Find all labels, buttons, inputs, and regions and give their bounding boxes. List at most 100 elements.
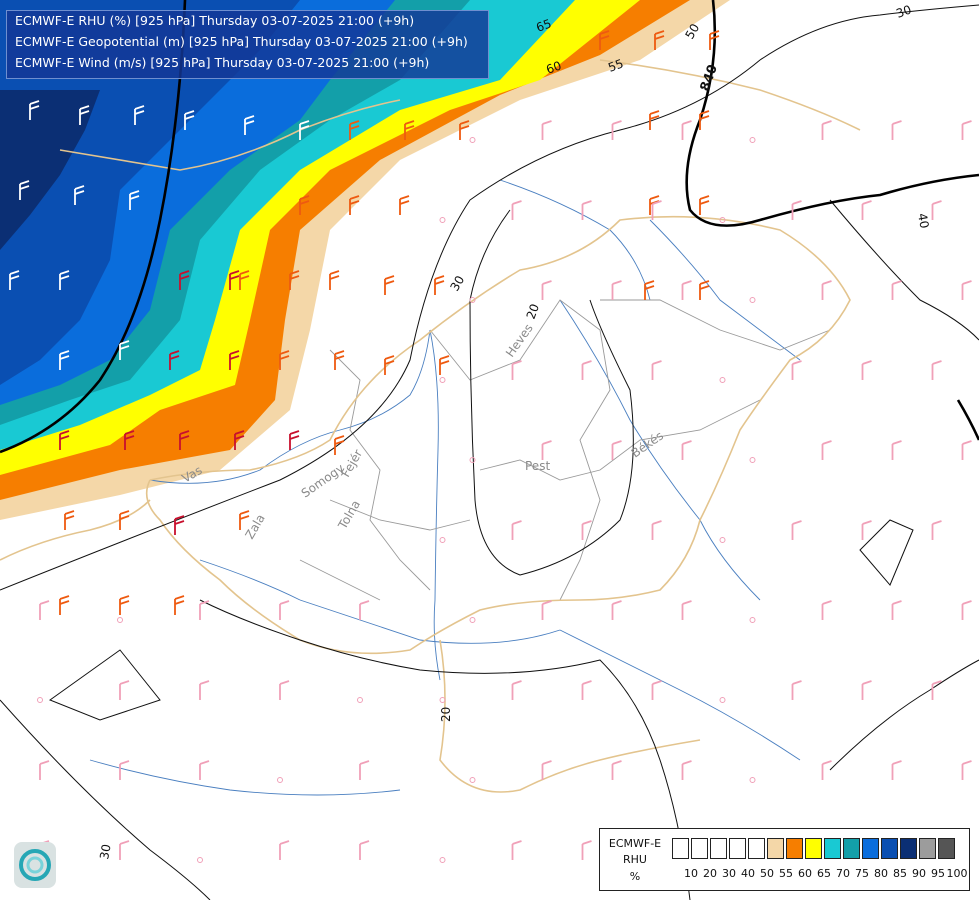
calm-wind-marker bbox=[749, 457, 756, 463]
legend-swatch bbox=[691, 838, 708, 859]
legend-swatch bbox=[748, 838, 765, 859]
legend-tick-label: 40 bbox=[741, 867, 755, 880]
contour-label: 55 bbox=[606, 56, 625, 74]
calm-wind-marker bbox=[439, 697, 446, 703]
calm-wind-marker bbox=[439, 217, 446, 223]
wind-barb bbox=[961, 280, 972, 300]
wind-barb bbox=[961, 600, 972, 620]
wind-barb bbox=[891, 600, 902, 620]
calm-wind-marker bbox=[469, 137, 476, 143]
wind-barb bbox=[459, 120, 470, 140]
legend-tick-label: 95 bbox=[931, 867, 945, 880]
wind-barb bbox=[74, 185, 85, 205]
wind-barb bbox=[791, 360, 802, 380]
wind-barb bbox=[239, 270, 250, 290]
wind-barb bbox=[399, 195, 410, 215]
legend-swatch bbox=[919, 838, 936, 859]
wind-barb bbox=[119, 680, 130, 700]
wind-barb bbox=[681, 440, 692, 460]
county-borders bbox=[299, 299, 831, 601]
calm-wind-marker bbox=[719, 217, 726, 223]
wind-barb bbox=[791, 520, 802, 540]
wind-barb bbox=[59, 595, 70, 615]
calm-wind-marker bbox=[749, 777, 756, 783]
legend-tick-label: 10 bbox=[684, 867, 698, 880]
wind-barb bbox=[299, 195, 310, 215]
wind-barb bbox=[39, 760, 50, 780]
wind-barb bbox=[541, 120, 552, 140]
legend-tick-label: 85 bbox=[893, 867, 907, 880]
region-label-fejer: Fejér bbox=[338, 447, 365, 479]
wind-barb bbox=[511, 360, 522, 380]
wind-barb bbox=[39, 600, 50, 620]
wind-barb bbox=[611, 120, 622, 140]
isohypse-contours bbox=[0, 4, 979, 900]
wind-barb bbox=[229, 350, 240, 370]
region-label-somogy: Somogy bbox=[299, 461, 347, 500]
wind-barb bbox=[59, 270, 70, 290]
wind-barb bbox=[119, 510, 130, 530]
wind-barb bbox=[681, 120, 692, 140]
wind-barb bbox=[644, 280, 655, 300]
calm-wind-marker bbox=[469, 297, 476, 303]
rivers bbox=[89, 179, 801, 796]
wind-barb bbox=[651, 680, 662, 700]
calm-wind-marker bbox=[439, 377, 446, 383]
legend-swatch bbox=[862, 838, 879, 859]
wind-barb bbox=[124, 430, 135, 450]
calm-wind-marker bbox=[37, 697, 43, 703]
wind-barb bbox=[119, 340, 130, 360]
contour-label: 20 bbox=[524, 302, 542, 321]
wind-barb bbox=[861, 680, 872, 700]
map-header: ECMWF-E RHU (%) [925 hPa] Thursday 03-07… bbox=[6, 10, 489, 79]
legend-title-line-2: RHU bbox=[623, 853, 647, 866]
wind-barb bbox=[931, 360, 942, 380]
wind-barb bbox=[821, 120, 832, 140]
contour-label: 840 bbox=[698, 63, 721, 94]
wind-barb bbox=[681, 760, 692, 780]
legend-tick-label: 20 bbox=[703, 867, 717, 880]
calm-wind-marker bbox=[719, 377, 726, 383]
wind-barb bbox=[279, 840, 290, 860]
calm-wind-marker bbox=[469, 457, 476, 463]
wind-barb bbox=[961, 440, 972, 460]
calm-wind-marker bbox=[749, 617, 756, 623]
wind-barbs bbox=[9, 30, 972, 863]
calm-wind-marker bbox=[749, 137, 756, 143]
wind-barb bbox=[861, 520, 872, 540]
header-wind-line: ECMWF-E Wind (m/s) [925 hPa] Thursday 03… bbox=[15, 55, 430, 70]
contour-label: 50 bbox=[682, 21, 702, 41]
wind-barb bbox=[651, 360, 662, 380]
wind-barb bbox=[649, 110, 660, 130]
wind-barb bbox=[699, 280, 710, 300]
legend-tick-label: 50 bbox=[760, 867, 774, 880]
rhu-fill bbox=[0, 0, 730, 520]
wind-barb bbox=[199, 600, 210, 620]
wind-barb bbox=[279, 350, 290, 370]
wind-barb bbox=[179, 270, 190, 290]
wind-barb bbox=[961, 760, 972, 780]
legend-swatch bbox=[729, 838, 746, 859]
wind-barb bbox=[541, 600, 552, 620]
wind-barb bbox=[821, 280, 832, 300]
wind-barb bbox=[119, 760, 130, 780]
calm-wind-marker bbox=[117, 617, 123, 623]
wind-barb bbox=[891, 120, 902, 140]
rhu-legend: ECMWF-E RHU % 10 20 30 40 50 55 60 65 70 75 80 85 90… bbox=[599, 828, 970, 891]
wind-barb bbox=[9, 270, 20, 290]
header-geopotential-line: ECMWF-E Geopotential (m) [925 hPa] Thurs… bbox=[15, 34, 468, 49]
wind-barb bbox=[651, 520, 662, 540]
wind-barb bbox=[64, 510, 75, 530]
calm-wind-marker bbox=[357, 697, 363, 703]
wind-barb bbox=[891, 760, 902, 780]
wind-barb bbox=[244, 115, 255, 135]
contour-label: 30 bbox=[447, 273, 467, 293]
wind-barb bbox=[611, 280, 622, 300]
contour-labels: 65 60 55 50 30 30 20 40 840 20 30 bbox=[97, 2, 931, 860]
wind-barb bbox=[239, 510, 250, 530]
header-rhu-line: ECMWF-E RHU (%) [925 hPa] Thursday 03-07… bbox=[15, 13, 415, 28]
legend-swatch bbox=[824, 838, 841, 859]
wind-barb bbox=[821, 440, 832, 460]
wind-barb bbox=[59, 350, 70, 370]
wind-barb bbox=[404, 120, 415, 140]
